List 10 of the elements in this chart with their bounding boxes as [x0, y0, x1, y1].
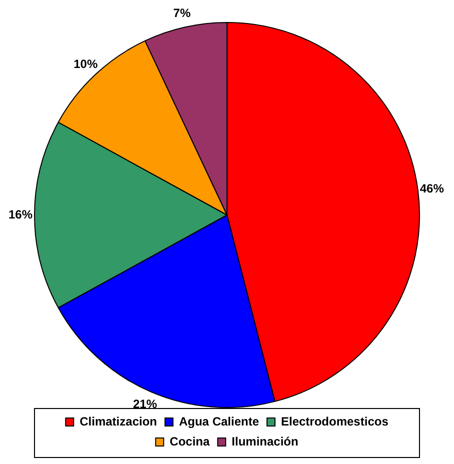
legend-label: Electrodomesticos	[281, 414, 389, 428]
legend-label: Agua Caliente	[178, 414, 260, 428]
data-label: 46%	[420, 181, 444, 196]
data-label: 7%	[173, 6, 191, 20]
legend-label: Iluminación	[232, 434, 298, 448]
legend-label: Climatizacion	[80, 414, 157, 428]
data-label: 10%	[74, 56, 98, 71]
data-label: 21%	[132, 396, 158, 411]
data-label: 16%	[8, 207, 33, 222]
legend-label: Cocina	[170, 434, 210, 448]
